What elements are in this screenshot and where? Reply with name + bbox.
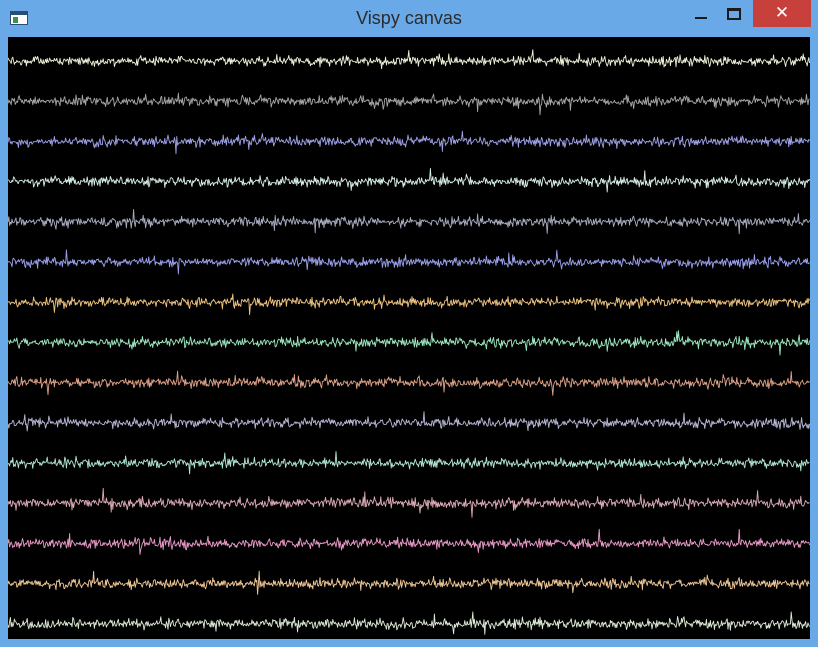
signal-trace-10 — [8, 411, 810, 432]
vispy-canvas[interactable] — [8, 37, 810, 639]
signal-trace-8 — [8, 330, 810, 356]
signal-trace-14 — [8, 570, 810, 595]
title-bar[interactable]: Vispy canvas ✕ — [0, 0, 818, 36]
close-button[interactable]: ✕ — [753, 0, 811, 27]
canvas-background — [8, 37, 810, 639]
signal-trace-4 — [8, 167, 810, 193]
signal-trace-3 — [8, 130, 810, 155]
signal-trace-15 — [8, 611, 810, 635]
minimize-button[interactable] — [686, 0, 716, 26]
signal-trace-12 — [8, 487, 810, 518]
signal-trace-5 — [8, 208, 810, 235]
signal-trace-6 — [8, 249, 810, 275]
app-window-icon[interactable] — [10, 11, 28, 25]
app-icon-pane-shape — [13, 17, 18, 23]
app-icon-titlebar-shape — [11, 12, 27, 15]
maximize-button[interactable] — [718, 0, 750, 26]
signal-trace-11 — [8, 451, 810, 475]
signal-traces — [8, 37, 810, 639]
close-icon: ✕ — [774, 3, 790, 23]
signal-trace-1 — [8, 49, 810, 70]
signal-trace-7 — [8, 293, 810, 316]
minimize-icon — [695, 17, 707, 19]
signal-trace-9 — [8, 370, 810, 396]
signal-trace-2 — [8, 92, 810, 116]
window-title: Vispy canvas — [356, 8, 462, 28]
signal-trace-13 — [8, 528, 810, 555]
maximize-icon — [727, 8, 741, 20]
